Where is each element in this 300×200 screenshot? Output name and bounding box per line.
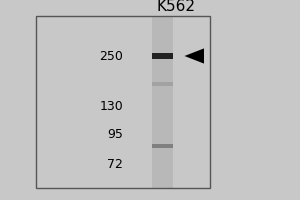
Bar xyxy=(152,144,172,148)
Text: 95: 95 xyxy=(107,128,123,140)
Bar xyxy=(152,82,172,86)
Bar xyxy=(152,144,172,148)
Bar xyxy=(152,16,172,188)
Text: 250: 250 xyxy=(99,49,123,62)
Text: 72: 72 xyxy=(107,158,123,170)
Bar xyxy=(152,53,172,59)
Bar xyxy=(36,16,210,188)
Text: K562: K562 xyxy=(156,0,195,14)
Text: 130: 130 xyxy=(99,99,123,112)
Polygon shape xyxy=(184,48,204,64)
